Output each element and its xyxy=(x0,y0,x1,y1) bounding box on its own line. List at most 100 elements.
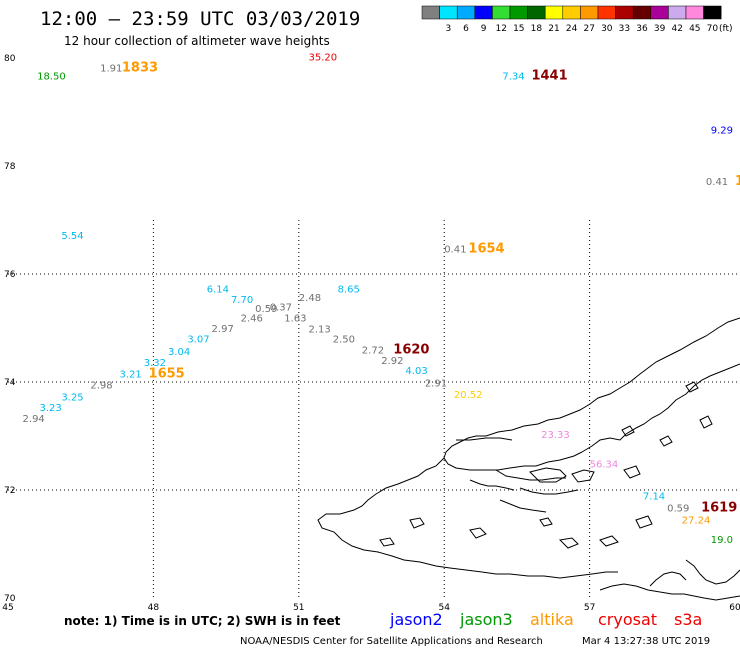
satellite-name: altika xyxy=(530,610,574,629)
lon-tick-label: 60 xyxy=(729,603,740,613)
legend-tick: 24 xyxy=(566,24,578,34)
lat-tick-label: 78 xyxy=(4,162,16,172)
lon-tick-label: 48 xyxy=(148,603,160,613)
legend-swatch xyxy=(615,5,634,20)
lat-tick-label: 80 xyxy=(4,54,16,64)
legend-tick: 3 xyxy=(446,24,452,34)
lon-tick-label: 45 xyxy=(2,603,13,613)
legend-swatch xyxy=(580,5,599,20)
legend-swatch xyxy=(474,5,493,20)
lon-tick-label: 54 xyxy=(438,603,450,613)
legend-tick: 6 xyxy=(463,24,469,34)
wave-height-value: 0.41 xyxy=(706,177,728,188)
wave-height-value: 5.54 xyxy=(61,231,83,242)
legend-unit: (ft) xyxy=(719,24,733,34)
wave-height-value: 2.13 xyxy=(308,324,330,335)
color-legend: 3 6 9 12 15 18 21 24 27 30 33 36 39 42 45 70 xyxy=(421,5,722,34)
pass-time-label: 1654 xyxy=(468,241,504,256)
generated-timestamp: Mar 4 13:27:38 UTC 2019 xyxy=(582,636,710,647)
wave-height-value: 2.98 xyxy=(90,380,112,391)
wave-height-value: 7.70 xyxy=(231,295,253,306)
legend-swatch xyxy=(685,5,704,20)
legend-tick: 15 xyxy=(513,24,524,34)
wave-height-value: 2.94 xyxy=(23,414,45,425)
legend-swatch xyxy=(703,5,722,20)
wave-height-value: 7.14 xyxy=(643,492,665,503)
wave-height-value: 2.97 xyxy=(212,324,234,335)
legend-tick: 12 xyxy=(495,24,506,34)
wave-height-value: 3.25 xyxy=(61,392,83,403)
legend-swatch xyxy=(668,5,687,20)
legend-swatch xyxy=(421,5,440,20)
satellite-name: s3a xyxy=(674,610,702,629)
wave-height-value: 6.14 xyxy=(207,284,229,295)
satellite-name: jason2 xyxy=(389,610,443,629)
legend-swatch xyxy=(562,5,581,20)
legend-tick: 36 xyxy=(636,24,648,34)
wave-height-value: 35.20 xyxy=(308,53,337,64)
lat-lon-grid: 45 48 51 54 57 60 80 78 76 74 72 70 xyxy=(2,54,740,613)
legend-swatch xyxy=(650,5,669,20)
legend-tick: 27 xyxy=(583,24,594,34)
wave-height-value: 3.07 xyxy=(187,335,209,346)
map-subtitle: 12 hour collection of altimeter wave hei… xyxy=(64,34,330,48)
pass-time-label: 1 xyxy=(735,174,740,189)
wave-height-value: 2.50 xyxy=(333,335,355,346)
wave-height-labels: 35.2018.501.917.349.290.415.540.416.147.… xyxy=(23,53,733,546)
legend-tick: 39 xyxy=(654,24,666,34)
wave-height-value: 2.48 xyxy=(299,293,321,304)
legend-swatch xyxy=(492,5,511,20)
map-title: 12:00 – 23:59 UTC 03/03/2019 xyxy=(40,8,360,30)
legend-swatch xyxy=(527,5,546,20)
legend-swatch xyxy=(509,5,528,20)
pass-time-label: 1620 xyxy=(393,342,429,357)
coastline xyxy=(317,317,740,601)
wave-height-value: 4.03 xyxy=(405,366,427,377)
pass-time-label: 1441 xyxy=(531,69,567,84)
lat-tick-label: 72 xyxy=(4,486,15,496)
wave-height-value: 20.52 xyxy=(454,390,483,401)
wave-height-value: 9.29 xyxy=(711,126,733,137)
legend-swatch xyxy=(544,5,564,20)
wave-height-value: 3.23 xyxy=(40,403,62,414)
satellite-key: jason2 jason3 altika cryosat s3a xyxy=(389,610,702,629)
wave-height-value: 56.34 xyxy=(590,459,619,470)
legend-tick: 30 xyxy=(601,24,613,34)
wave-height-value: 27.24 xyxy=(682,515,711,526)
wave-height-value: 1.63 xyxy=(284,314,306,325)
wave-height-value: 0.37 xyxy=(270,303,292,314)
pass-time-label: 1833 xyxy=(122,61,158,76)
legend-swatch xyxy=(632,5,652,20)
wave-height-value: 7.34 xyxy=(502,72,524,83)
pass-time-label: 1619 xyxy=(701,501,737,516)
lat-tick-label: 74 xyxy=(4,378,16,388)
wave-height-value: 19.0 xyxy=(711,535,733,546)
legend-tick: 18 xyxy=(531,24,543,34)
legend-tick: 21 xyxy=(548,24,559,34)
lon-tick-label: 51 xyxy=(293,603,304,613)
wave-height-value: 18.50 xyxy=(37,72,66,83)
credit-line: NOAA/NESDIS Center for Satellite Applica… xyxy=(240,636,543,647)
wave-height-value: 0.59 xyxy=(255,304,277,315)
lon-tick-label: 57 xyxy=(584,603,595,613)
wave-height-value: 8.65 xyxy=(338,284,360,295)
lat-tick-label: 76 xyxy=(4,270,16,280)
wave-height-value: 3.32 xyxy=(144,358,166,369)
wave-height-value: 2.46 xyxy=(241,314,263,325)
pass-time-labels: 1833 1441 1 1654 1620 1655 1619 xyxy=(122,61,740,516)
wave-height-value: 2.92 xyxy=(381,356,403,367)
legend-tick: 70 xyxy=(707,24,719,34)
legend-swatch xyxy=(597,5,616,20)
wave-height-value: 0.59 xyxy=(667,504,689,515)
wave-height-value: 1.91 xyxy=(100,64,122,75)
wave-height-value: 2.91 xyxy=(425,378,447,389)
wave-height-value: 0.41 xyxy=(444,244,466,255)
legend-swatch xyxy=(456,5,476,20)
wave-height-value: 2.72 xyxy=(362,345,384,356)
pass-time-label: 1655 xyxy=(149,367,185,382)
legend-tick: 33 xyxy=(619,24,630,34)
legend-tick: 42 xyxy=(671,24,682,34)
units-note: note: 1) Time is in UTC; 2) SWH is in fe… xyxy=(64,614,341,628)
legend-tick: 9 xyxy=(481,24,487,34)
